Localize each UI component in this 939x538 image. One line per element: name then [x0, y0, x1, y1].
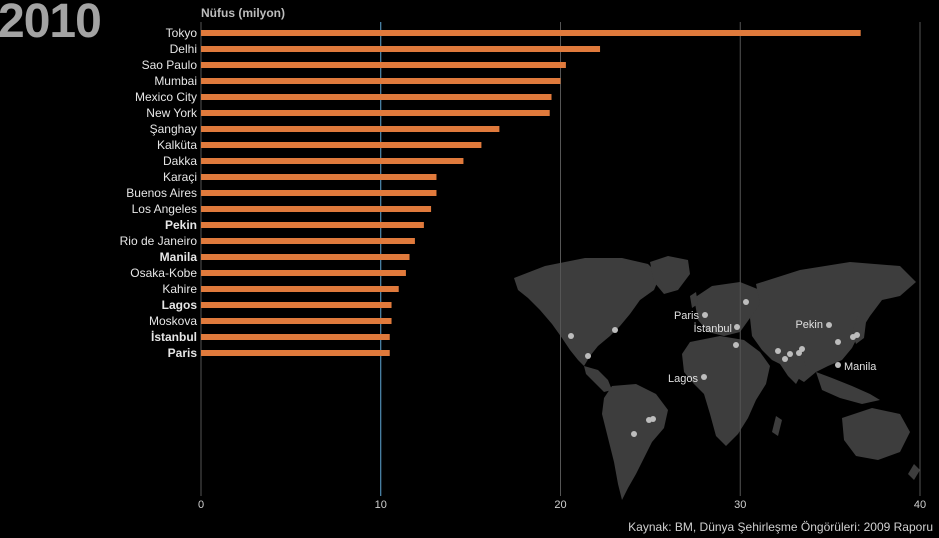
- x-tick-label: 0: [198, 499, 204, 511]
- category-label: İstanbul: [151, 329, 197, 344]
- map-label-istanbul: İstanbul: [693, 322, 732, 335]
- city-dot: [826, 322, 832, 328]
- category-label: Mumbai: [154, 74, 197, 88]
- category-label: Şanghay: [150, 122, 197, 136]
- city-dot: [568, 333, 574, 339]
- x-tick-label: 40: [914, 499, 926, 511]
- bar: [201, 110, 550, 116]
- city-dot: [650, 416, 656, 422]
- city-dot: [631, 431, 637, 437]
- bars: [201, 30, 861, 356]
- category-label: Delhi: [170, 42, 197, 56]
- city-dot: [702, 312, 708, 318]
- category-label: Manila: [160, 250, 198, 264]
- city-dot: [835, 362, 841, 368]
- category-label: Kalküta: [157, 138, 197, 152]
- category-label: Paris: [168, 346, 198, 360]
- map-label-manila: Manila: [844, 361, 877, 373]
- bar: [201, 270, 406, 276]
- bar: [201, 78, 561, 84]
- category-label: Osaka-Kobe: [130, 266, 197, 280]
- bar: [201, 302, 392, 308]
- category-label: Moskova: [149, 314, 197, 328]
- map-label-pekin: Pekin: [795, 319, 823, 331]
- bar: [201, 62, 566, 68]
- map-australia: [842, 408, 910, 460]
- map-uk: [690, 292, 698, 308]
- map-southeast-asia: [816, 372, 880, 404]
- map-europe: [694, 282, 764, 336]
- bar: [201, 286, 399, 292]
- bar: [201, 142, 482, 148]
- category-label: Rio de Janeiro: [120, 234, 198, 248]
- city-dot: [787, 351, 793, 357]
- bar: [201, 30, 861, 36]
- city-dot: [775, 348, 781, 354]
- map-label-paris: Paris: [674, 310, 700, 322]
- x-tick-labels: 0 10 20 30 40: [198, 499, 926, 511]
- bar: [201, 158, 464, 164]
- category-label: Kahire: [162, 282, 197, 296]
- bar: [201, 318, 392, 324]
- category-label: Dakka: [163, 154, 197, 168]
- map-north-america: [514, 258, 660, 366]
- category-label: Pekin: [165, 218, 197, 232]
- map-asia: [750, 262, 916, 382]
- category-label: Karaçi: [163, 170, 197, 184]
- x-tick-label: 20: [554, 499, 566, 511]
- city-dot: [743, 299, 749, 305]
- category-label: New York: [146, 106, 198, 120]
- city-dot: [585, 353, 591, 359]
- city-dot: [854, 332, 860, 338]
- map-africa: [682, 336, 770, 446]
- category-labels: Tokyo Delhi Sao Paulo Mumbai Mexico City New …: [120, 26, 198, 360]
- city-dots: [568, 299, 860, 437]
- map-madagascar: [772, 416, 782, 436]
- category-label: Tokyo: [166, 26, 198, 40]
- category-label: Los Angeles: [132, 202, 197, 216]
- bar: [201, 238, 415, 244]
- bar: [201, 350, 390, 356]
- city-dot: [734, 324, 740, 330]
- bar: [201, 190, 437, 196]
- map-india: [772, 350, 806, 384]
- city-dot: [701, 374, 707, 380]
- city-dot: [782, 356, 788, 362]
- bar: [201, 46, 601, 52]
- bar: [201, 94, 552, 100]
- world-map: [514, 256, 920, 500]
- bar: [201, 254, 410, 260]
- source-note: Kaynak: BM, Dünya Şehirleşme Öngörüleri:…: [628, 520, 933, 534]
- category-label: Buenos Aires: [126, 186, 197, 200]
- year-title: 2010: [0, 0, 102, 48]
- x-tick-label: 30: [734, 499, 746, 511]
- city-dot: [835, 339, 841, 345]
- bar: [201, 206, 432, 212]
- y-axis-label: Nüfus (milyon): [201, 6, 285, 20]
- map-label-lagos: Lagos: [668, 373, 698, 385]
- category-label: Mexico City: [135, 90, 197, 104]
- map-greenland: [650, 256, 690, 294]
- city-dot: [612, 327, 618, 333]
- city-labels: Paris İstanbul Pekin Manila Lagos: [668, 310, 877, 385]
- city-dot: [733, 342, 739, 348]
- map-south-america: [602, 384, 668, 500]
- map-new-zealand: [908, 464, 920, 480]
- city-dot: [799, 346, 805, 352]
- x-tick-label: 10: [375, 499, 387, 511]
- bar: [201, 222, 424, 228]
- category-label: Sao Paulo: [142, 58, 198, 72]
- category-label: Lagos: [162, 298, 198, 312]
- bar: [201, 174, 437, 180]
- bar: [201, 126, 500, 132]
- bar: [201, 334, 390, 340]
- map-central-america: [584, 366, 612, 392]
